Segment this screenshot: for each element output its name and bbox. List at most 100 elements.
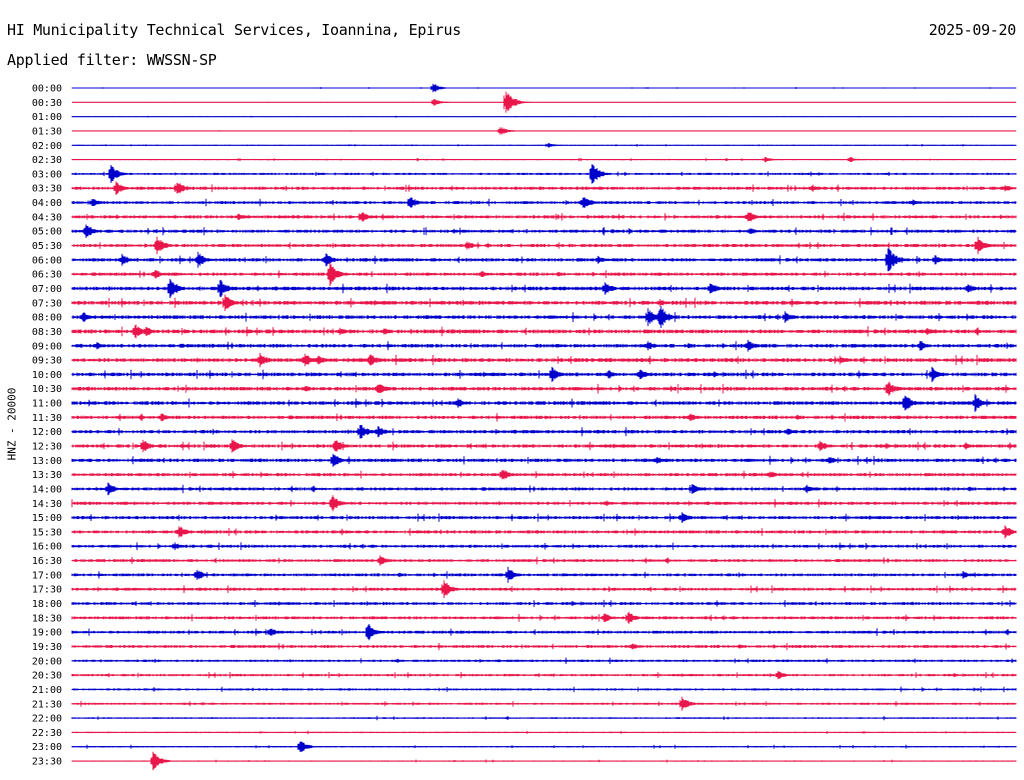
time-tick-label: 19:30 [32, 642, 62, 653]
date-label: 2025-09-20 [928, 21, 1017, 39]
time-tick-label: 22:30 [32, 728, 62, 739]
trace-line [71, 611, 1017, 624]
time-tick-label: 16:30 [32, 556, 62, 567]
time-tick-label: 18:00 [32, 599, 62, 610]
trace-line [71, 278, 1017, 299]
trace-line [71, 181, 1017, 195]
time-tick-label: 21:30 [32, 699, 62, 710]
trace-line [71, 439, 1017, 453]
trace-line [71, 381, 1017, 396]
trace-line [71, 91, 1017, 113]
time-tick-label: 10:30 [32, 384, 62, 395]
time-tick-label: 23:30 [32, 757, 62, 768]
trace-line [71, 657, 1017, 664]
trace-line [71, 741, 1017, 752]
trace-line [71, 224, 1017, 238]
trace-line [71, 482, 1017, 496]
time-tick-label: 14:30 [32, 499, 62, 510]
time-tick-label: 02:30 [32, 155, 62, 166]
trace-line [71, 413, 1017, 422]
trace-line [71, 512, 1017, 523]
time-tick-label: 15:00 [32, 513, 62, 524]
time-tick-label: 03:30 [32, 184, 62, 195]
time-tick-label: 04:30 [32, 212, 62, 223]
time-tick-label: 00:30 [32, 98, 62, 109]
time-tick-label: 00:00 [32, 84, 62, 95]
time-tick-label: 03:00 [32, 169, 62, 180]
trace-line [71, 306, 1017, 328]
time-tick-label: 12:00 [32, 427, 62, 438]
time-tick-label: 11:00 [32, 399, 62, 410]
trace-line [71, 580, 1017, 598]
time-tick-label: 07:30 [32, 298, 62, 309]
trace-line [71, 294, 1017, 312]
trace-line [71, 696, 1017, 711]
trace-line [71, 425, 1017, 439]
time-tick-label: 15:30 [32, 527, 62, 538]
trace-line [71, 197, 1017, 208]
trace-line [71, 730, 1017, 735]
trace-line [71, 715, 1017, 721]
time-tick-label: 07:00 [32, 284, 62, 295]
trace-line [71, 262, 1017, 286]
time-tick-label: 10:00 [32, 370, 62, 381]
time-tick-label: 17:30 [32, 585, 62, 596]
time-tick-label: 13:30 [32, 470, 62, 481]
trace-line [71, 83, 1017, 93]
trace-line [71, 366, 1017, 383]
trace-line [71, 453, 1017, 467]
trace-line [71, 495, 1017, 512]
time-tick-label: 02:00 [32, 141, 62, 152]
trace-lines [71, 83, 1017, 771]
trace-line [71, 324, 1017, 339]
time-tick-label: 12:30 [32, 442, 62, 453]
trace-line [71, 127, 1017, 135]
time-tick-label: 18:30 [32, 613, 62, 624]
time-tick-label: 01:30 [32, 126, 62, 137]
time-tick-label: 06:30 [32, 270, 62, 281]
time-tick-label: 20:00 [32, 656, 62, 667]
trace-line [71, 164, 1017, 184]
trace-line [71, 624, 1017, 641]
trace-line [71, 236, 1017, 255]
time-tick-label: 17:00 [32, 570, 62, 581]
trace-line [71, 599, 1017, 608]
time-tick-label: 09:30 [32, 356, 62, 367]
time-tick-label: 14:00 [32, 484, 62, 495]
time-tick-label: 11:30 [32, 413, 62, 424]
trace-line [71, 671, 1017, 680]
trace-line [71, 525, 1017, 539]
filter-label: Applied filter: WWSSN-SP [7, 51, 217, 69]
time-tick-label: 19:00 [32, 628, 62, 639]
time-tick-label: 05:00 [32, 227, 62, 238]
trace-line [71, 642, 1017, 651]
time-tick-label: 01:00 [32, 112, 62, 123]
trace-line [71, 470, 1017, 480]
trace-line [71, 542, 1017, 551]
time-tick-label: 04:00 [32, 198, 62, 209]
trace-line [71, 143, 1017, 148]
trace-line [71, 555, 1017, 566]
time-tick-label: 09:00 [32, 341, 62, 352]
time-tick-label: 06:00 [32, 255, 62, 266]
time-tick-label: 20:30 [32, 671, 62, 682]
trace-line [71, 156, 1017, 163]
trace-line [71, 248, 1017, 272]
time-tick-label: 23:00 [32, 742, 62, 753]
trace-line [71, 339, 1017, 352]
trace-line [71, 352, 1017, 368]
trace-line [71, 212, 1017, 222]
trace-line [71, 751, 1017, 771]
trace-line [71, 394, 1017, 412]
time-tick-label: 13:00 [32, 456, 62, 467]
trace-line [71, 686, 1017, 693]
time-tick-label: 05:30 [32, 241, 62, 252]
time-labels: 00:00 00:30 01:00 01:30 02:00 02:30 03:00 03:30… [32, 84, 62, 768]
time-tick-label: 22:00 [32, 714, 62, 725]
trace-line [71, 115, 1017, 118]
time-tick-label: 21:00 [32, 685, 62, 696]
station-title: HI Municipality Technical Services, Ioan… [7, 21, 462, 39]
time-tick-label: 16:00 [32, 542, 62, 553]
time-tick-label: 08:30 [32, 327, 62, 338]
